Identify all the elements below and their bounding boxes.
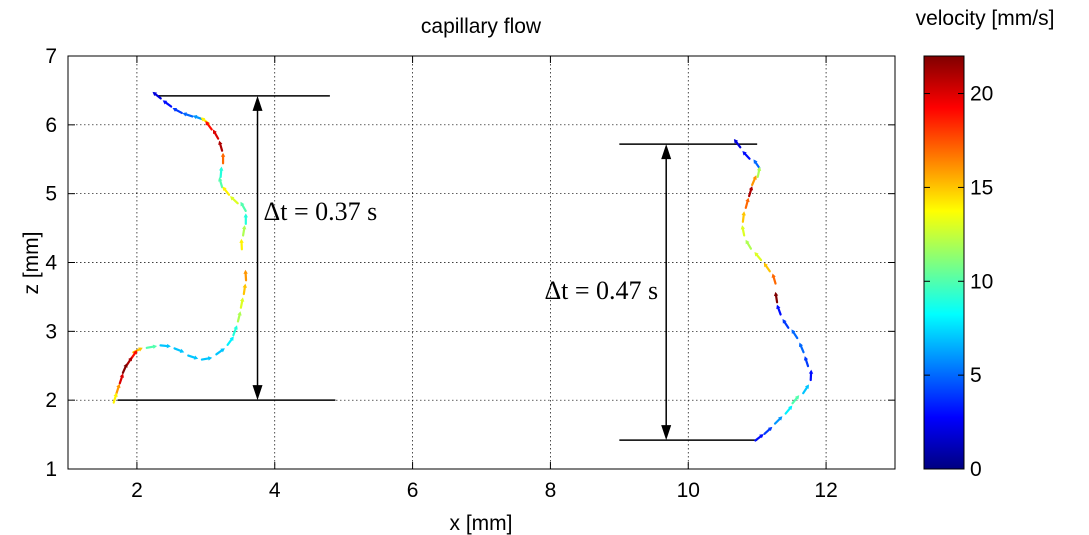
colorbar-tick-label: 15 [970,176,993,199]
colorbar-ticks: 0 5 10 15 20 [924,83,993,481]
flow-point-head [239,238,244,243]
flow-point-head [794,395,800,400]
flow-point-head [763,262,768,268]
flow-point-head [241,225,247,230]
colorbar-tick-label: 0 [970,458,982,481]
chart-title: capillary flow [421,15,542,38]
y-tick-label: 5 [45,183,57,206]
flow-point-head [152,91,158,97]
flow-point-head [218,140,223,146]
x-tick-label: 10 [677,479,700,502]
x-tick-label: 12 [814,479,837,502]
flow-point-head [218,177,223,182]
y-tick-label: 4 [45,252,57,275]
flow-point-head [123,363,128,368]
x-tick-label: 6 [407,479,419,502]
flow-point-head [172,107,178,112]
annotation-arrowhead-up [661,144,672,160]
flow-point-head [803,356,809,361]
x-tick-labels: 2 4 6 8 10 12 [131,56,838,502]
flow-point-head [773,291,779,297]
y-tick-label: 1 [45,458,57,481]
colorbar-tick-label: 20 [970,83,993,106]
flow-point-head [752,175,757,180]
colorbar [923,55,965,470]
flow-point-head [745,239,750,245]
x-tick-label: 2 [131,479,143,502]
flow-point-head [756,166,762,172]
colorbar-label: velocity [mm/s] [916,7,1055,30]
flow-point-head [212,129,217,135]
flow-point-head [778,416,783,421]
flow-point-head [152,344,158,349]
flow-point-head [162,100,168,105]
flow-point-head [745,197,750,203]
flow-point-head [753,159,758,164]
flow-point-head [179,348,185,353]
annotation-arrowhead-up [252,95,263,111]
flow-point-head [119,373,124,378]
y-tick-labels: 1 2 3 4 5 6 7 [45,45,895,481]
y-tick-label: 2 [45,389,57,412]
y-axis-label: z [mm] [20,232,43,295]
flow-point-head [242,283,247,288]
flow-point-head [240,297,245,302]
flow-point-head [200,117,206,122]
flow-point-head [733,138,739,144]
flow-point-head [741,211,746,216]
flow-point-head [243,213,249,218]
flow-point-head [771,273,776,278]
flow-point-head [788,405,793,410]
flow-point-head [782,319,787,324]
x-tick-label: 8 [545,479,557,502]
flow-point-head [116,383,121,389]
grid [68,56,895,469]
flow-point-head [791,329,796,334]
flow-point-head [219,166,224,171]
flow-point-head [776,304,781,310]
flow-point-head [182,112,187,117]
annotation-label: Δt = 0.47 s [544,276,658,305]
flow-point-head [205,121,210,126]
flow-point-head [808,369,814,374]
x-tick-label: 4 [269,479,281,502]
flow-point-head [192,115,198,120]
flow-point-head [229,196,235,201]
flow-point-head [229,336,234,341]
colorbar-tick-label: 10 [970,270,993,293]
flow-point-head [113,392,118,398]
flow-point-head [804,384,809,389]
flow-point-head [133,350,138,355]
annotation-arrowhead-down [661,425,672,441]
flow-point-head [798,342,804,348]
y-tick-label: 3 [45,320,57,343]
flow-point-head [754,251,759,257]
annotations: Δt = 0.37 s Δt = 0.47 s [117,95,758,441]
y-tick-label: 7 [45,45,57,68]
annotation-label: Δt = 0.37 s [264,197,378,226]
y-tick-label: 6 [45,114,57,137]
flow-point-head [220,152,226,157]
flow-point-head [207,356,213,361]
flow-point-head [222,186,227,192]
flow-point-head [759,434,764,439]
flow-point-head [748,186,754,191]
flow-point-head [240,201,245,207]
flow-point-head [166,343,171,349]
flow-point-head [193,355,199,360]
flow-point-head [138,347,143,352]
flow-point-head [220,348,225,353]
x-axis-label: x [mm] [450,512,513,535]
flow-point-head [128,356,133,362]
flow-point-head [742,151,747,156]
flow-point-head [767,426,773,432]
flow-point-head [237,311,242,316]
flow-point-head [740,225,746,230]
flow-point-head [243,269,248,274]
flow-series [112,91,814,442]
annotation-arrowhead-down [252,385,263,401]
flow-point-head [233,325,238,330]
colorbar-tick-label: 5 [970,364,982,387]
